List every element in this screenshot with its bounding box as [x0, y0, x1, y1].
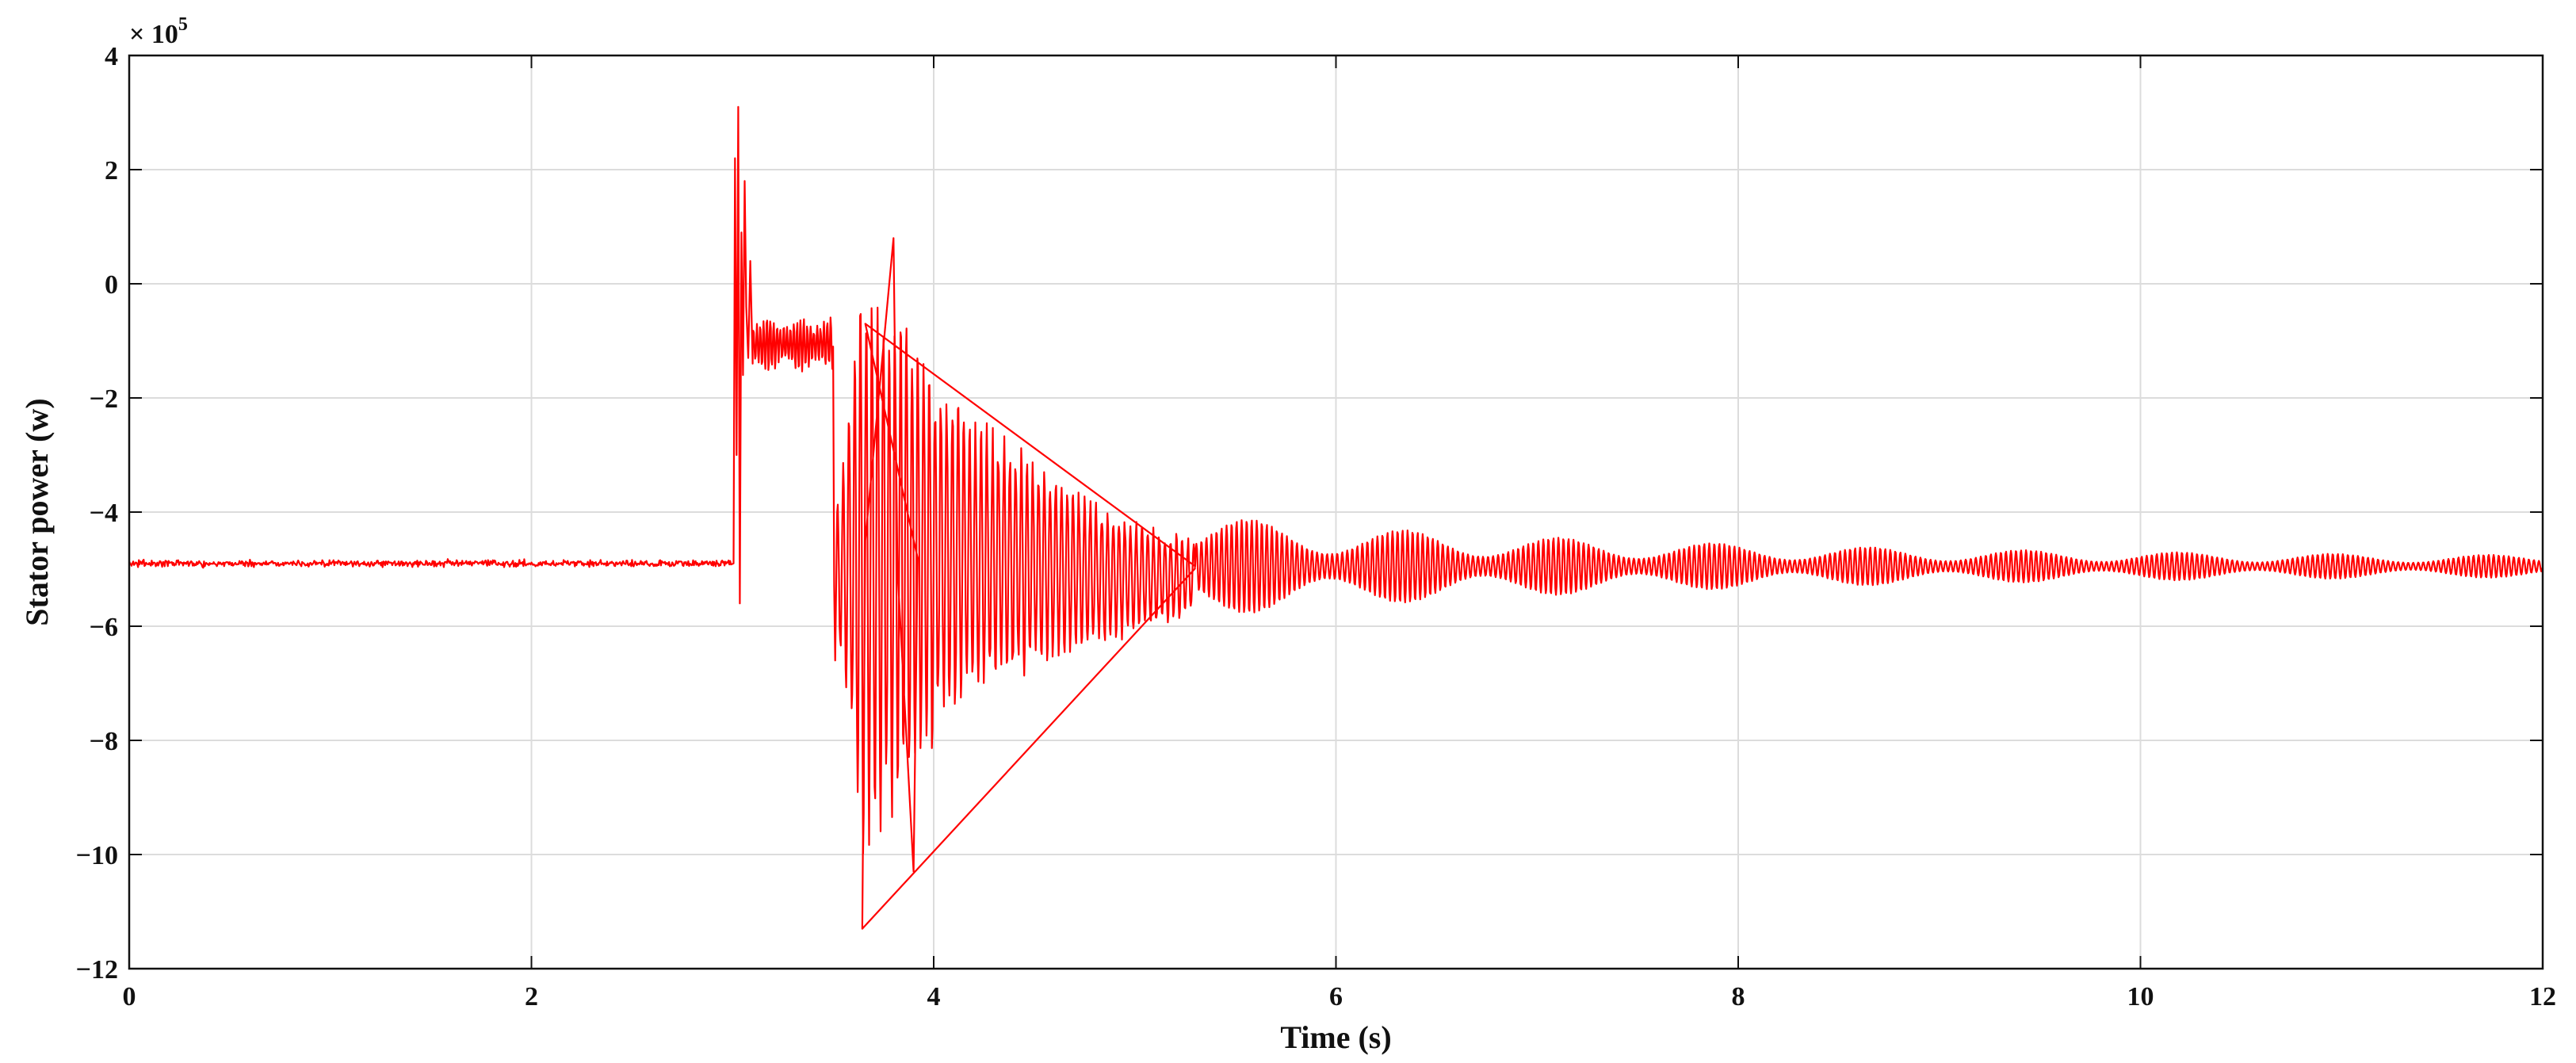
x-tick-label: 0 — [123, 982, 136, 1011]
y-tick-label: −2 — [90, 384, 118, 414]
grid — [129, 55, 2543, 969]
series-layer — [128, 105, 2544, 930]
x-tick-label: 6 — [1329, 982, 1343, 1011]
x-tick-label: 2 — [525, 982, 538, 1011]
x-tick-label: 4 — [927, 982, 941, 1011]
series-line-stator-power — [128, 105, 2544, 930]
y-tick-label: −4 — [90, 499, 118, 528]
x-tick-label: 12 — [2529, 982, 2556, 1011]
y-tick-label: 2 — [105, 156, 118, 185]
x-axis-title: Time (s) — [1280, 1019, 1391, 1055]
y-tick-label: 4 — [105, 42, 118, 71]
y-tick-label: −10 — [76, 841, 118, 870]
x-tick-label: 10 — [2127, 982, 2154, 1011]
y-tick-label: −12 — [76, 955, 118, 985]
y-axis-title: Stator power (w) — [19, 398, 55, 625]
y-exponent-label: × 105 — [129, 14, 188, 49]
y-tick-label: −6 — [90, 613, 118, 642]
x-tick-label: 8 — [1732, 982, 1745, 1011]
y-tick-label: 0 — [105, 270, 118, 300]
ticks: 0 2 4 6 8 10 12 4 2 0 −2 −4 −6 −8 −10 −12 — [76, 42, 2556, 1011]
y-tick-label: −8 — [90, 727, 118, 756]
